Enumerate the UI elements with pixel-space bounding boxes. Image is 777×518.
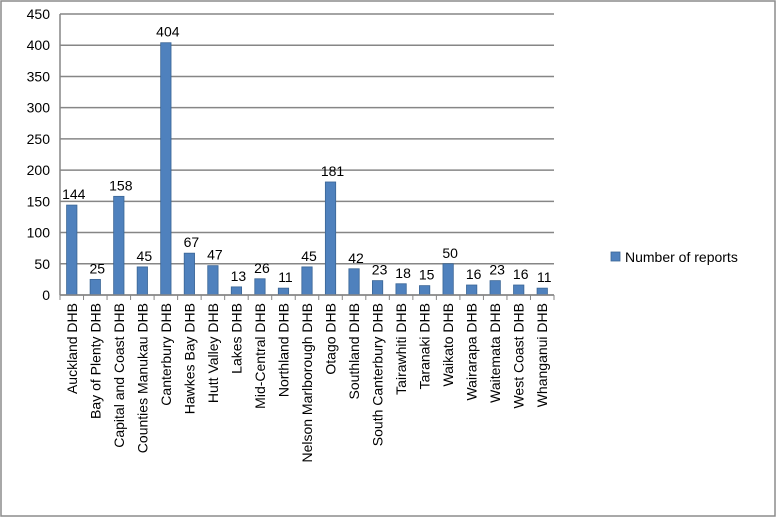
bar (113, 195, 125, 296)
bar (466, 284, 478, 296)
bar (513, 284, 525, 296)
bar (277, 287, 290, 296)
x-tick-label: Counties Manukau DHB (134, 303, 150, 453)
x-tick-label: Taranaki DHB (417, 303, 433, 389)
bar (230, 286, 243, 296)
data-label: 15 (419, 267, 435, 283)
y-tick-label: 50 (34, 256, 50, 272)
x-tick-label: Hutt Valley DHB (205, 303, 221, 403)
data-label: 25 (89, 260, 105, 276)
data-label: 144 (62, 186, 86, 202)
data-label: 23 (372, 262, 388, 278)
x-tick-label: Whanganui DHB (534, 303, 550, 407)
bar (183, 252, 195, 296)
bar (136, 266, 148, 296)
data-label: 13 (231, 268, 247, 284)
data-label: 404 (156, 24, 180, 40)
data-label: 16 (513, 266, 529, 282)
y-tick-label: 300 (27, 100, 51, 116)
x-tick-label: Mid-Central DHB (252, 303, 268, 409)
y-tick-label: 150 (27, 193, 51, 209)
bar (89, 278, 101, 296)
bar (489, 280, 501, 296)
bar (371, 280, 384, 296)
bar (395, 283, 407, 296)
data-label: 50 (442, 245, 458, 261)
data-label: 158 (109, 177, 133, 193)
legend-label: Number of reports (625, 249, 738, 265)
legend-swatch (610, 251, 621, 262)
x-tick-label: Waitemata DHB (487, 303, 503, 403)
x-tick-label: South Canterbury DHB (370, 303, 386, 446)
x-tick-label: Otago DHB (323, 303, 339, 375)
x-tick-label: Northland DHB (275, 303, 291, 397)
data-label: 11 (537, 269, 552, 285)
data-label: 45 (137, 248, 153, 264)
y-tick-label: 250 (27, 131, 51, 147)
data-label: 11 (278, 269, 293, 285)
bar (301, 266, 313, 296)
bar (348, 268, 360, 296)
x-tick-label: Canterbury DHB (158, 303, 174, 406)
data-label: 23 (489, 262, 505, 278)
bar (442, 263, 454, 296)
data-label: 42 (348, 250, 364, 266)
bar (419, 285, 431, 296)
bar (66, 204, 78, 296)
y-tick-label: 200 (27, 162, 51, 178)
y-tick-label: 100 (27, 225, 51, 241)
x-tick-label: Lakes DHB (228, 303, 244, 374)
data-label: 67 (184, 234, 200, 250)
x-tick-label: Auckland DHB (64, 303, 80, 394)
x-tick-label: Hawkes Bay DHB (181, 303, 197, 414)
x-tick-label: Nelson Marlborough DHB (299, 303, 315, 463)
data-label: 47 (207, 247, 223, 263)
bar (536, 287, 548, 296)
y-tick-label: 0 (42, 287, 50, 303)
y-tick-label: 450 (27, 6, 51, 22)
data-label: 45 (301, 248, 317, 264)
data-label: 26 (254, 260, 270, 276)
data-label: 18 (395, 265, 411, 281)
x-tick-label: Capital and Coast DHB (111, 303, 127, 448)
data-label: 181 (321, 163, 345, 179)
data-label: 16 (466, 266, 482, 282)
x-tick-label: Southland DHB (346, 303, 362, 400)
x-tick-label: Bay of Plenty DHB (87, 303, 103, 419)
x-tick-label: Waikato DHB (440, 303, 456, 387)
x-tick-label: Wairarapa DHB (464, 303, 480, 401)
x-tick-label: Tairawhiti DHB (393, 303, 409, 395)
bar (254, 278, 266, 296)
y-tick-label: 400 (27, 37, 51, 53)
y-tick-label: 350 (27, 68, 51, 84)
bar (324, 181, 337, 296)
x-tick-label: West Coast DHB (511, 303, 527, 409)
bar (160, 42, 172, 296)
bar (207, 265, 219, 296)
